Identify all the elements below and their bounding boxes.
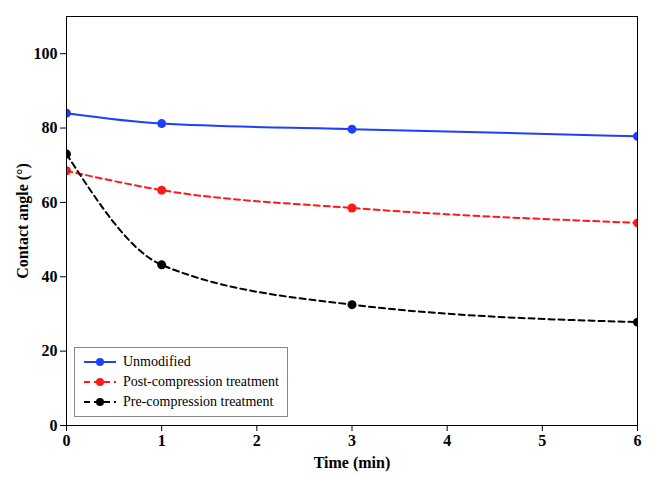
html-text:Unmodified: Unmodified (123, 354, 191, 369)
svg-text:5: 5 (538, 432, 546, 449)
html-text:Post-compression treatment: Post-compression treatment (123, 374, 279, 389)
svg-text:2: 2 (253, 432, 261, 449)
svg-text:3: 3 (348, 432, 356, 449)
svg-text:Time (min): Time (min) (314, 454, 391, 472)
svg-text:6: 6 (634, 432, 642, 449)
svg-text:1: 1 (158, 432, 166, 449)
html-text:Pre-compression treatment: Pre-compression treatment (123, 394, 274, 409)
svg-text:0: 0 (63, 432, 71, 449)
svg-text:0: 0 (50, 417, 58, 434)
svg-text:20: 20 (42, 342, 58, 359)
svg-text:100: 100 (34, 45, 58, 62)
svg-text:Contact angle (°): Contact angle (°) (14, 163, 32, 279)
svg-text:60: 60 (42, 194, 58, 211)
svg-text:4: 4 (443, 432, 451, 449)
svg-text:40: 40 (42, 268, 58, 285)
svg-text:80: 80 (42, 119, 58, 136)
